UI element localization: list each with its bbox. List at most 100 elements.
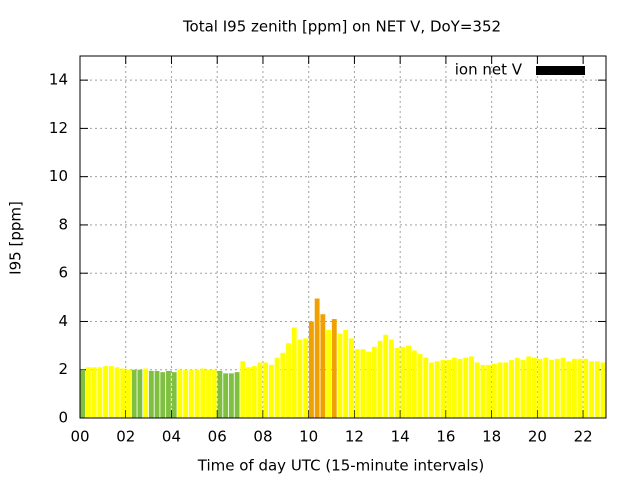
bar <box>291 327 297 418</box>
bar <box>223 373 229 418</box>
bar <box>280 352 286 418</box>
bar <box>91 367 97 418</box>
bar <box>274 357 280 418</box>
bar <box>486 364 492 418</box>
bar <box>263 362 269 418</box>
bar <box>594 361 600 418</box>
bar <box>400 346 406 418</box>
bar <box>434 361 440 418</box>
bar <box>326 329 331 418</box>
bar <box>583 358 589 418</box>
bar <box>240 361 246 418</box>
bar <box>377 340 383 418</box>
bar <box>394 348 400 418</box>
bar <box>451 357 457 418</box>
bar <box>389 339 394 418</box>
y-tick-label: 12 <box>49 119 68 137</box>
bar <box>137 369 143 418</box>
bar <box>171 372 177 418</box>
bar <box>228 373 234 418</box>
bar <box>600 362 606 418</box>
bar <box>257 362 263 418</box>
bar <box>148 370 154 418</box>
bar <box>509 360 514 418</box>
x-tick-label: 06 <box>208 428 227 446</box>
bar <box>183 369 189 418</box>
bar <box>360 349 366 418</box>
bar <box>406 345 412 418</box>
bar <box>480 364 486 418</box>
y-tick-label: 0 <box>58 409 68 427</box>
bar <box>343 329 349 418</box>
bar <box>349 338 354 418</box>
bar <box>188 369 194 418</box>
bar <box>166 370 171 418</box>
bar <box>86 367 91 418</box>
bar <box>366 351 372 418</box>
x-tick-label: 04 <box>162 428 181 446</box>
bar <box>331 319 337 418</box>
bar <box>354 349 360 418</box>
bar <box>440 360 446 418</box>
y-tick-label: 10 <box>49 167 68 185</box>
x-tick-label: 00 <box>70 428 89 446</box>
bar <box>469 356 474 418</box>
bar <box>537 358 543 418</box>
y-tick-label: 14 <box>49 71 68 89</box>
bar <box>571 358 577 418</box>
x-tick-label: 16 <box>436 428 455 446</box>
bar <box>491 363 497 418</box>
bar <box>286 343 291 418</box>
bar <box>531 357 537 418</box>
x-tick-label: 02 <box>116 428 135 446</box>
x-tick-label: 08 <box>253 428 272 446</box>
bar <box>131 369 137 418</box>
bar <box>160 372 166 418</box>
bar <box>200 368 206 418</box>
bar <box>457 358 463 418</box>
bar <box>577 358 583 418</box>
bar <box>211 369 217 418</box>
bar <box>446 360 452 418</box>
bar <box>423 357 429 418</box>
bar <box>120 368 126 418</box>
bar <box>234 372 240 418</box>
bar <box>526 356 532 418</box>
bar <box>103 366 109 418</box>
bar <box>206 369 211 418</box>
bar <box>268 364 274 418</box>
bar <box>417 354 423 418</box>
bar <box>337 333 343 418</box>
bar <box>560 357 566 418</box>
bar <box>154 370 160 418</box>
y-tick-label: 6 <box>58 264 68 282</box>
plot-frame <box>79 55 607 419</box>
bar <box>80 369 86 418</box>
bar <box>520 360 526 418</box>
y-tick-label: 2 <box>58 360 68 378</box>
x-tick-label: 10 <box>299 428 318 446</box>
bar <box>566 361 572 418</box>
legend-label: ion net V <box>455 61 523 79</box>
bar <box>429 362 434 418</box>
x-axis-label: Time of day UTC (15-minute intervals) <box>197 457 484 475</box>
bar <box>114 367 120 418</box>
bar <box>108 366 114 418</box>
bar <box>194 369 200 418</box>
bar <box>554 358 560 418</box>
bar <box>589 361 594 418</box>
bar <box>314 298 320 418</box>
x-tick-label: 22 <box>574 428 593 446</box>
bar <box>143 368 149 418</box>
bar <box>303 338 309 418</box>
bar <box>383 334 389 418</box>
bar <box>308 321 314 418</box>
bar <box>371 346 377 418</box>
legend-swatch <box>536 66 585 75</box>
y-tick-label: 4 <box>58 312 68 330</box>
bar <box>177 369 183 418</box>
bar <box>97 367 103 418</box>
bar <box>497 362 503 418</box>
y-tick-label: 8 <box>58 215 68 233</box>
x-tick-label: 12 <box>345 428 364 446</box>
